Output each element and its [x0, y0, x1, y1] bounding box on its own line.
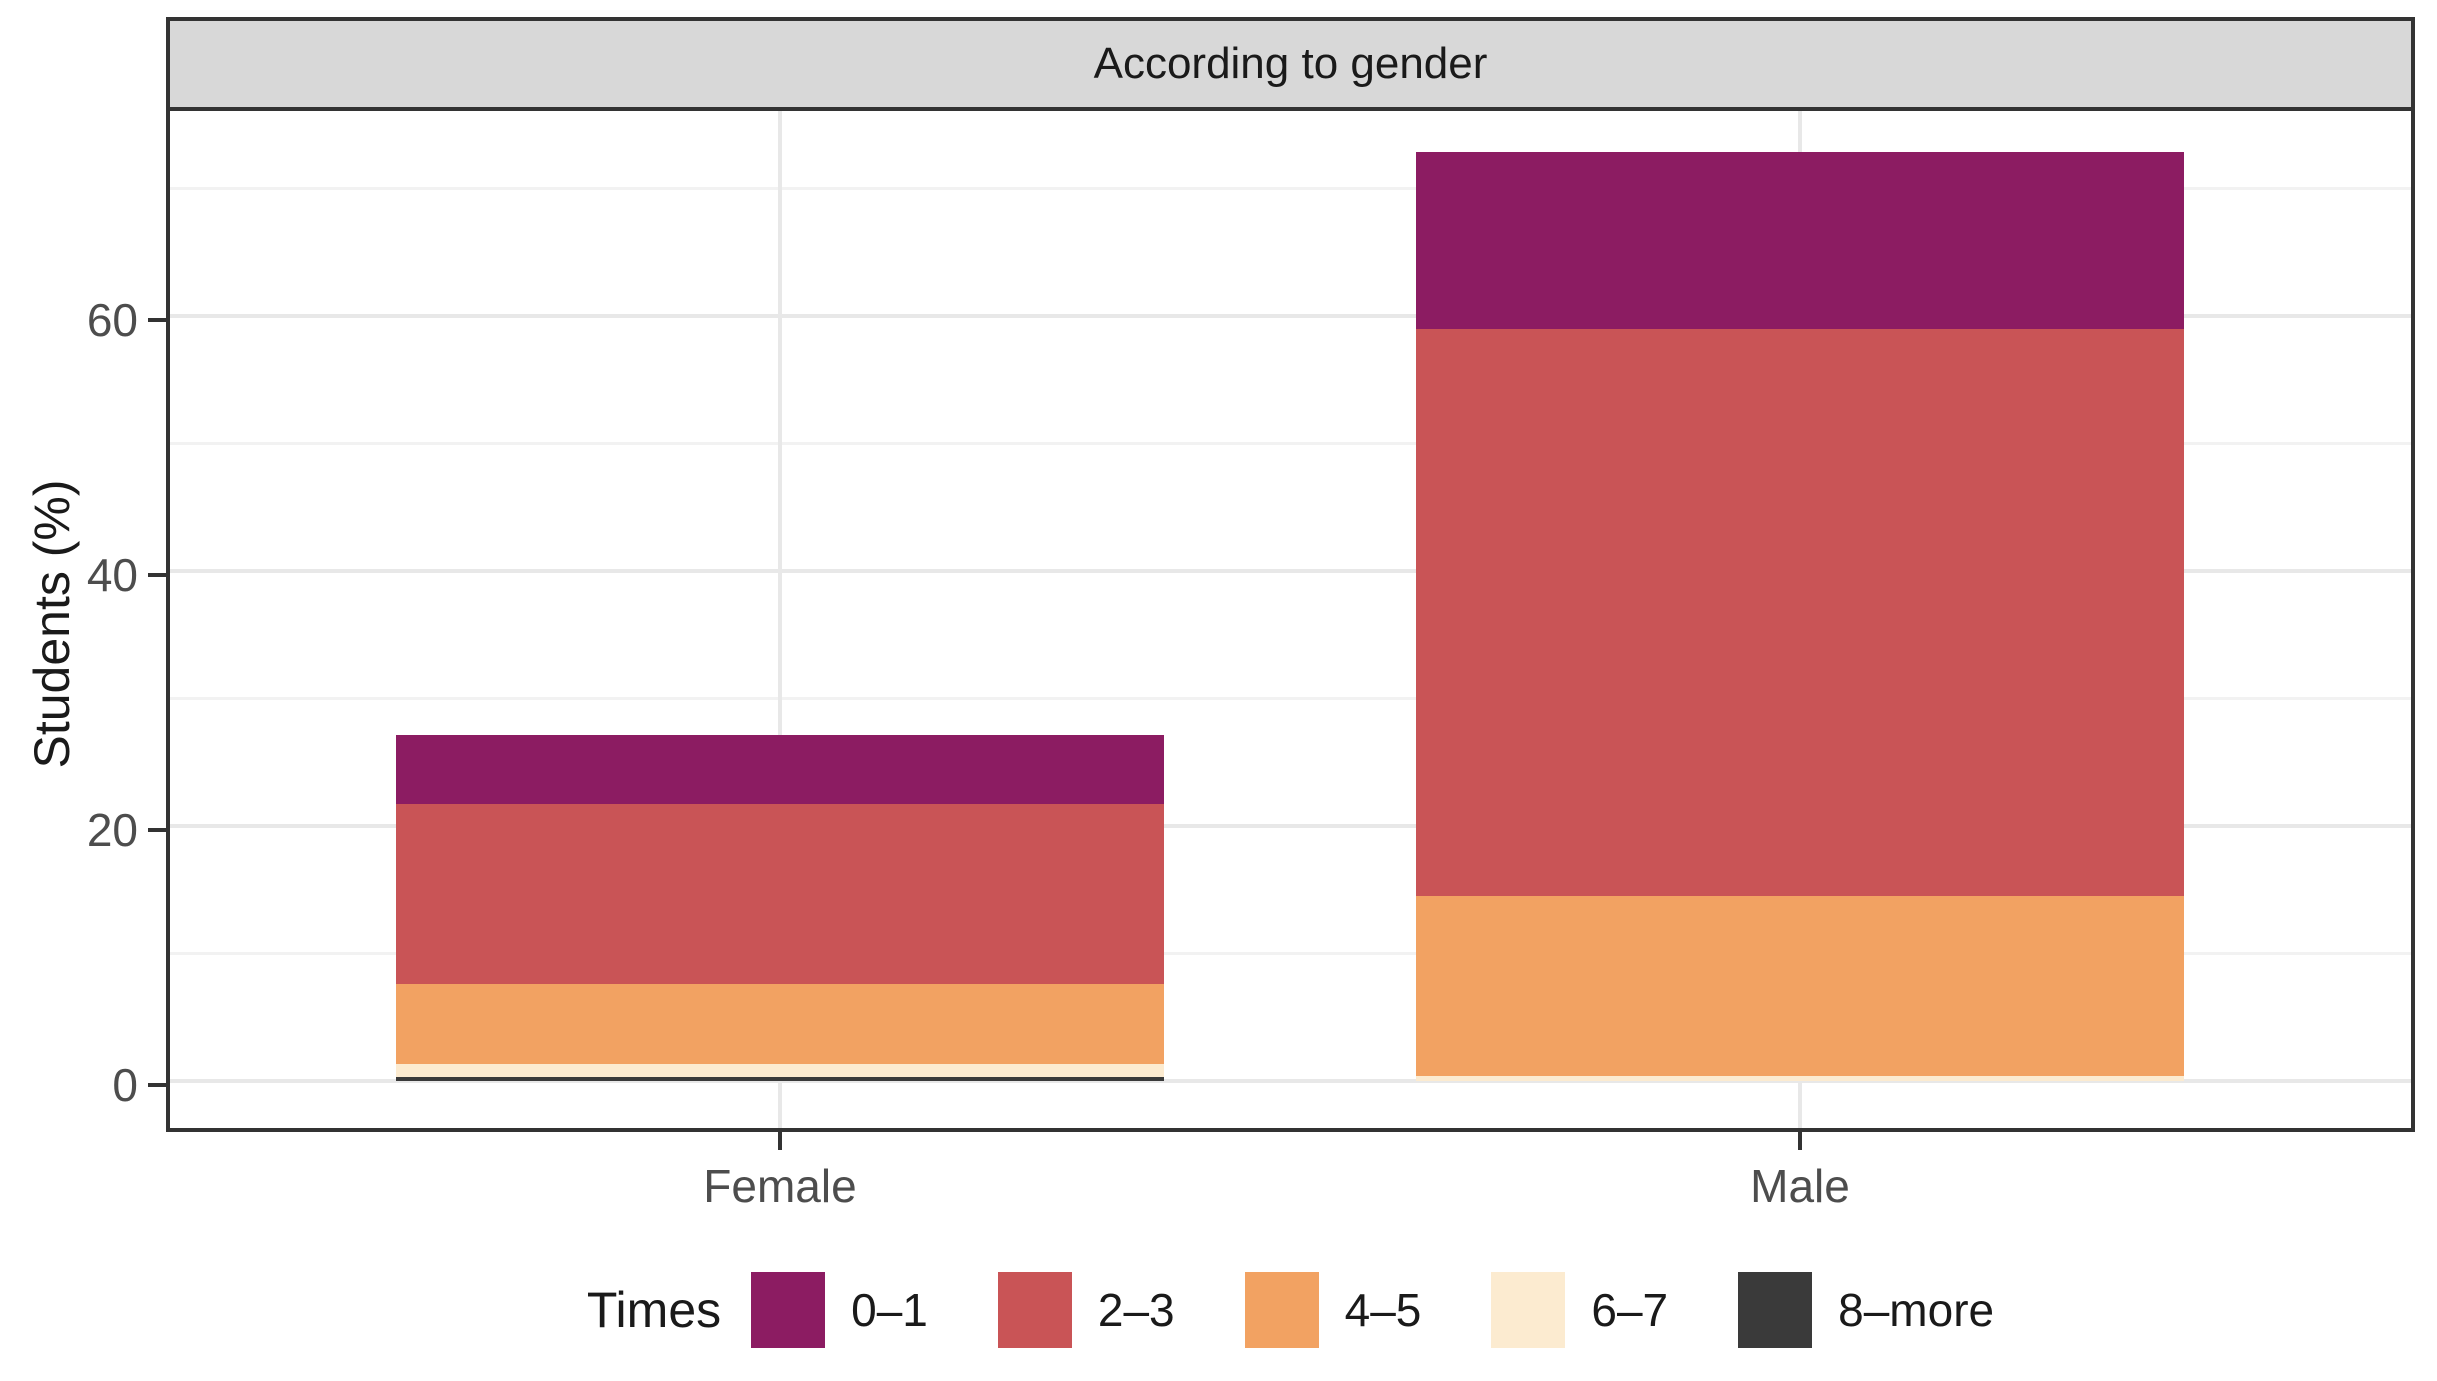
plot-panel: [166, 111, 2415, 1132]
legend-swatch-4-5: [1244, 1272, 1319, 1348]
bar-segment-female-6–7: [396, 1064, 1164, 1078]
y-axis-tick-label: 0: [112, 1059, 138, 1111]
legend-item: 4–5: [1244, 1272, 1422, 1348]
gridline-major: [170, 314, 2411, 318]
gridline-minor: [170, 187, 2411, 190]
x-axis-tick-label: Female: [703, 1160, 857, 1212]
gridline-vertical: [778, 111, 782, 1128]
bar-segment-male-2–3: [1416, 328, 2184, 897]
legend-item: 2–3: [997, 1272, 1175, 1348]
gridline-major: [170, 569, 2411, 573]
gridline-minor: [170, 442, 2411, 445]
legend-item: 0–1: [751, 1272, 928, 1348]
legend-label: 0–1: [851, 1284, 928, 1336]
legend-swatch-2-3: [997, 1272, 1072, 1348]
x-axis-tick-label: Male: [1750, 1160, 1850, 1212]
y-axis-tick: [148, 828, 166, 832]
y-axis-tick: [148, 1083, 166, 1087]
gridline-minor: [170, 952, 2411, 955]
legend-swatch-8-more: [1738, 1272, 1813, 1348]
legend-title: Times: [586, 1282, 722, 1338]
gridline-major: [170, 824, 2411, 828]
y-axis-tick: [148, 573, 166, 577]
bar-segment-male-0–1: [1416, 151, 2184, 329]
bar-segment-female-0–1: [396, 735, 1164, 805]
legend-label: 2–3: [1097, 1284, 1175, 1336]
y-axis-tick-label: 40: [86, 549, 138, 601]
x-axis-tick: [1798, 1132, 1802, 1150]
legend-swatch-0-1: [751, 1272, 826, 1348]
facet-strip-title: According to gender: [1093, 39, 1488, 88]
gridline-minor: [170, 697, 2411, 700]
legend: Times 0–1 2–3 4–5 6–7 8–more: [166, 1258, 2415, 1362]
legend-label: 4–5: [1344, 1284, 1422, 1336]
bar-segment-male-6–7: [1416, 1075, 2184, 1081]
y-axis-tick: [148, 318, 166, 322]
y-axis-tick-label: 20: [86, 804, 138, 856]
legend-item: 8–more: [1738, 1272, 1994, 1348]
legend-label: 8–more: [1838, 1284, 1995, 1336]
gridline-major: [170, 1079, 2411, 1083]
facet-strip: According to gender: [166, 17, 2415, 111]
x-axis-tick: [778, 1132, 782, 1150]
bar-segment-female-8–more: [396, 1077, 1164, 1081]
legend-label: 6–7: [1591, 1284, 1669, 1336]
legend-item: 6–7: [1491, 1272, 1668, 1348]
bar-segment-female-4–5: [396, 984, 1164, 1065]
bar-segment-female-2–3: [396, 804, 1164, 985]
y-axis-tick-label: 60: [86, 294, 138, 346]
legend-swatch-6-7: [1491, 1272, 1566, 1348]
bar-segment-male-4–5: [1416, 896, 2184, 1076]
